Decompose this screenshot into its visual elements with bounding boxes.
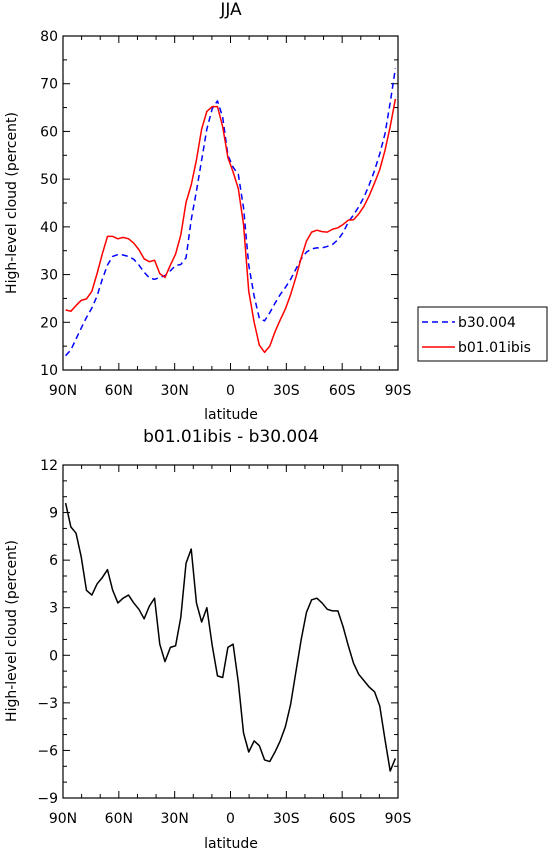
x-tick-label: 90N <box>49 383 77 399</box>
y-tick-label: 3 <box>49 601 58 617</box>
x-tick-label: 60N <box>105 811 133 827</box>
x-tick-label: 60N <box>105 383 133 399</box>
series-line <box>64 502 397 772</box>
legend-label-b30-004: b30.004 <box>458 315 516 331</box>
top-x-axis-label: latitude <box>204 407 258 423</box>
bottom-lines <box>64 502 397 772</box>
y-tick-label: −3 <box>37 696 58 712</box>
x-tick-label: 90S <box>385 383 412 399</box>
y-tick-label: 10 <box>40 363 58 379</box>
x-tick-label: 0 <box>226 383 235 399</box>
bottom-grid-ticks <box>62 464 399 799</box>
y-tick-label: 80 <box>40 29 58 45</box>
bottom-panel: b01.01ibis - b30.004 90N 60N 30N 0 30S 60S 90S… <box>4 427 411 851</box>
series-line <box>65 98 397 354</box>
bottom-tick-labels: 90N 60N 30N 0 30S 60S 90S −9 −6 −3 0 3 6 9 12 <box>37 458 411 827</box>
legend-box <box>417 306 548 362</box>
series-line <box>65 68 397 357</box>
x-tick-label: 60S <box>329 811 356 827</box>
y-tick-label: −9 <box>37 791 58 807</box>
top-plot-frame <box>62 35 399 371</box>
top-lines <box>65 68 397 357</box>
top-y-axis-label: High-level cloud (percent) <box>4 112 20 294</box>
y-tick-label: 6 <box>49 553 58 569</box>
x-tick-label: 30N <box>161 811 189 827</box>
x-tick-label: 30S <box>273 811 300 827</box>
y-tick-label: 20 <box>40 315 58 331</box>
y-tick-label: 9 <box>49 506 58 522</box>
x-tick-label: 90S <box>385 811 412 827</box>
top-grid-ticks <box>62 35 399 371</box>
bottom-plot-frame <box>62 464 399 799</box>
legend-label-b01-01ibis: b01.01ibis <box>458 340 531 356</box>
x-tick-label: 60S <box>329 383 356 399</box>
top-panel: JJA 90N 60N 30N 0 30S 60S 90S1020304050607080 … <box>4 0 548 423</box>
x-tick-label: 30S <box>273 383 300 399</box>
y-tick-label: 50 <box>40 172 58 188</box>
x-tick-label: 90N <box>49 811 77 827</box>
y-tick-label: 12 <box>40 458 58 474</box>
bottom-x-axis-label: latitude <box>204 836 258 851</box>
x-tick-label: 30N <box>161 383 189 399</box>
y-tick-label: 40 <box>40 220 58 236</box>
y-tick-label: 60 <box>40 124 58 140</box>
x-tick-label: 0 <box>226 811 235 827</box>
y-tick-label: 70 <box>40 77 58 93</box>
bottom-title: b01.01ibis - b30.004 <box>143 427 319 447</box>
y-tick-label: −6 <box>37 743 58 759</box>
legend: b30.004 b01.01ibis <box>417 306 548 362</box>
y-tick-label: 0 <box>49 648 58 664</box>
top-title: JJA <box>219 0 242 20</box>
bottom-y-axis-label: High-level cloud (percent) <box>4 540 20 722</box>
y-tick-label: 30 <box>40 268 58 284</box>
top-tick-labels: 90N 60N 30N 0 30S 60S 90S 10 20 30 40 50 60 70 80 <box>40 29 411 399</box>
